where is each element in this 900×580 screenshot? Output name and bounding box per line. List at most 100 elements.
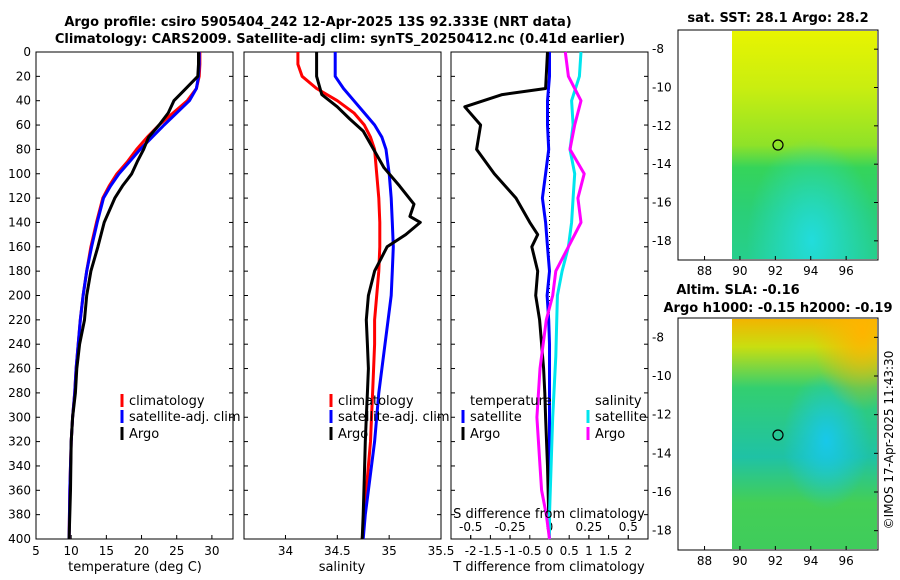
- map-y-tick-label: -18: [652, 234, 672, 248]
- x-tick-label: 1: [585, 544, 593, 558]
- temperature-panel-frame: [35, 51, 234, 540]
- imos-credit: ©IMOS 17-Apr-2025 11:43:30: [882, 351, 896, 530]
- temperature-argo-line: [67, 52, 200, 540]
- figure-title-line2: Climatology: CARS2009. Satellite-adj cli…: [55, 32, 625, 47]
- map-x-tick-label: 92: [768, 554, 783, 568]
- map-x-tick-label: 94: [803, 554, 818, 568]
- legend-temperature-heading: temperature: [470, 394, 552, 409]
- map-y-tick-label: -14: [652, 157, 672, 171]
- map-x-tick-label: 90: [732, 264, 747, 278]
- x-tick-label: -0.5: [518, 544, 541, 558]
- x-tick-label: 0: [546, 544, 554, 558]
- argo-position-marker-sst: [772, 139, 784, 151]
- x-tick-label: 35: [382, 544, 397, 558]
- x-tick-label: 20: [134, 544, 149, 558]
- depth-tick-label: 300: [8, 410, 31, 424]
- depth-tick-label: 280: [8, 386, 31, 400]
- depth-tick-label: 80: [16, 142, 31, 156]
- legend-t-satellite-label: satellite: [470, 410, 522, 425]
- salinity-diff-argo-line: [535, 51, 586, 540]
- map-y-tick-label: -18: [652, 524, 672, 538]
- map-x-tick-label: 92: [768, 264, 783, 278]
- sla-high-patch: [732, 319, 877, 549]
- depth-tick-label: 180: [8, 264, 31, 278]
- temperature-diff-satellite-line: [540, 52, 551, 539]
- map-y-tick-label: -14: [652, 446, 672, 460]
- map-y-tick-label: -10: [652, 369, 672, 383]
- map-x-tick-label: 94: [803, 264, 818, 278]
- legend-argo-label: Argo: [129, 427, 159, 442]
- sst-map-title: sat. SST: 28.1 Argo: 28.2: [687, 11, 868, 26]
- map-x-tick-label: 88: [697, 264, 712, 278]
- temperature-x-label: temperature (deg C): [68, 560, 202, 575]
- x-tick-label: 5: [32, 544, 40, 558]
- depth-tick-label: 20: [16, 69, 31, 83]
- depth-tick-label: 360: [8, 483, 31, 497]
- temperature-diff-argo-line: [463, 51, 551, 540]
- x-tick-label: 0.25: [576, 520, 603, 534]
- x-tick-label: 25: [169, 544, 184, 558]
- depth-tick-label: 100: [8, 167, 31, 181]
- x-tick-label: -1.5: [479, 544, 502, 558]
- map-x-tick-label: 96: [839, 554, 854, 568]
- x-tick-label: 10: [64, 544, 79, 558]
- depth-tick-label: 320: [8, 435, 31, 449]
- depth-tick-label: 240: [8, 337, 31, 351]
- sst-map: [677, 29, 879, 261]
- salinity-climatology-line: [296, 52, 382, 540]
- map-y-tick-label: -8: [652, 42, 664, 56]
- map-x-tick-label: 90: [732, 554, 747, 568]
- difference-x-label: T difference from climatology: [452, 560, 645, 575]
- depth-tick-label: 260: [8, 362, 31, 376]
- salinity-argo-line: [315, 52, 422, 540]
- map-x-tick-label: 96: [839, 264, 854, 278]
- depth-tick-label: 140: [8, 215, 31, 229]
- x-tick-label: 34.5: [324, 544, 351, 558]
- depth-tick-label: 220: [8, 313, 31, 327]
- salinity-legend: climatology satellite-adj. clim Argo: [329, 394, 450, 442]
- legend-s-satellite-label: satellite: [595, 410, 647, 425]
- x-tick-label: 0.5: [560, 544, 579, 558]
- temperature-legend: climatology satellite-adj. clim Argo: [120, 394, 241, 442]
- difference-top-axis: -0.5 -0.25 0 0.25 0.5: [459, 520, 638, 539]
- x-tick-label: 0.5: [619, 520, 638, 534]
- depth-tick-label: 40: [16, 94, 31, 108]
- figure-title-line1: Argo profile: csiro 5905404_242 12-Apr-2…: [64, 15, 571, 30]
- depth-axis: 0 20 40 60 80 100 120 140 160 180 200 220 240 260 280 3…: [8, 45, 648, 546]
- depth-tick-label: 380: [8, 508, 31, 522]
- legend-satellite-label: satellite-adj. clim: [129, 410, 241, 425]
- legend-salinity-heading: salinity: [595, 394, 642, 409]
- legend-argo-label: Argo: [338, 427, 368, 442]
- x-tick-label: -0.5: [459, 520, 482, 534]
- legend-t-argo-label: Argo: [470, 427, 500, 442]
- map-x-tick-label: 88: [697, 554, 712, 568]
- map-y-tick-label: -16: [652, 196, 672, 210]
- depth-tick-label: 160: [8, 240, 31, 254]
- difference-x-axis: -2 -1.5 -1 -0.5 0 0.5 1 1.5 2: [465, 535, 632, 558]
- depth-tick-label: 340: [8, 459, 31, 473]
- salinity-diff-satellite-line: [548, 51, 583, 539]
- sla-map-title-line2: Argo h1000: -0.15 h2000: -0.19: [663, 301, 892, 316]
- sla-map: [677, 317, 879, 551]
- map-y-tick-label: -8: [652, 330, 664, 344]
- salinity-x-axis: 34 34.5 35 35.5: [278, 535, 454, 558]
- depth-tick-label: 0: [23, 45, 31, 59]
- map-y-tick-label: -12: [652, 408, 672, 422]
- temperature-climatology-line: [67, 52, 202, 540]
- profile-lines: [67, 51, 586, 540]
- temperature-satellite-line: [67, 52, 201, 540]
- depth-tick-label: 60: [16, 118, 31, 132]
- x-tick-label: -1: [504, 544, 516, 558]
- map-axes: 88 90 92 94 96 -8 -10 -12 -14 -16 -18 88 90 92 94 96 -8 -…: [652, 42, 878, 568]
- x-tick-label: -0.25: [495, 520, 526, 534]
- legend-satellite-label: satellite-adj. clim: [338, 410, 450, 425]
- x-tick-label: -2: [465, 544, 477, 558]
- map-y-tick-label: -10: [652, 81, 672, 95]
- x-tick-label: 34: [278, 544, 293, 558]
- salinity-x-label: salinity: [319, 560, 366, 575]
- difference-top-label: S difference from climatology: [453, 507, 645, 522]
- legend-climatology-label: climatology: [129, 394, 205, 409]
- map-y-tick-label: -16: [652, 485, 672, 499]
- salinity-panel-frame: [243, 51, 442, 540]
